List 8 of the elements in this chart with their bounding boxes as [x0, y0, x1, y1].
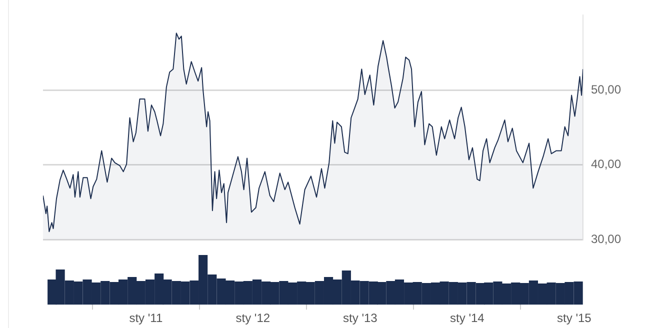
- x-tick-label: sty '11: [129, 311, 163, 326]
- x-tick-label: sty '13: [343, 311, 378, 326]
- x-tick-label: sty '12: [236, 311, 270, 326]
- y-tick-label: 30,00: [591, 232, 622, 246]
- y-tick-label: 40,00: [591, 157, 622, 172]
- y-tick-label: 50,00: [591, 82, 622, 96]
- x-tick-label: sty '14: [450, 311, 485, 326]
- x-tick-label: sty '15: [557, 311, 592, 326]
